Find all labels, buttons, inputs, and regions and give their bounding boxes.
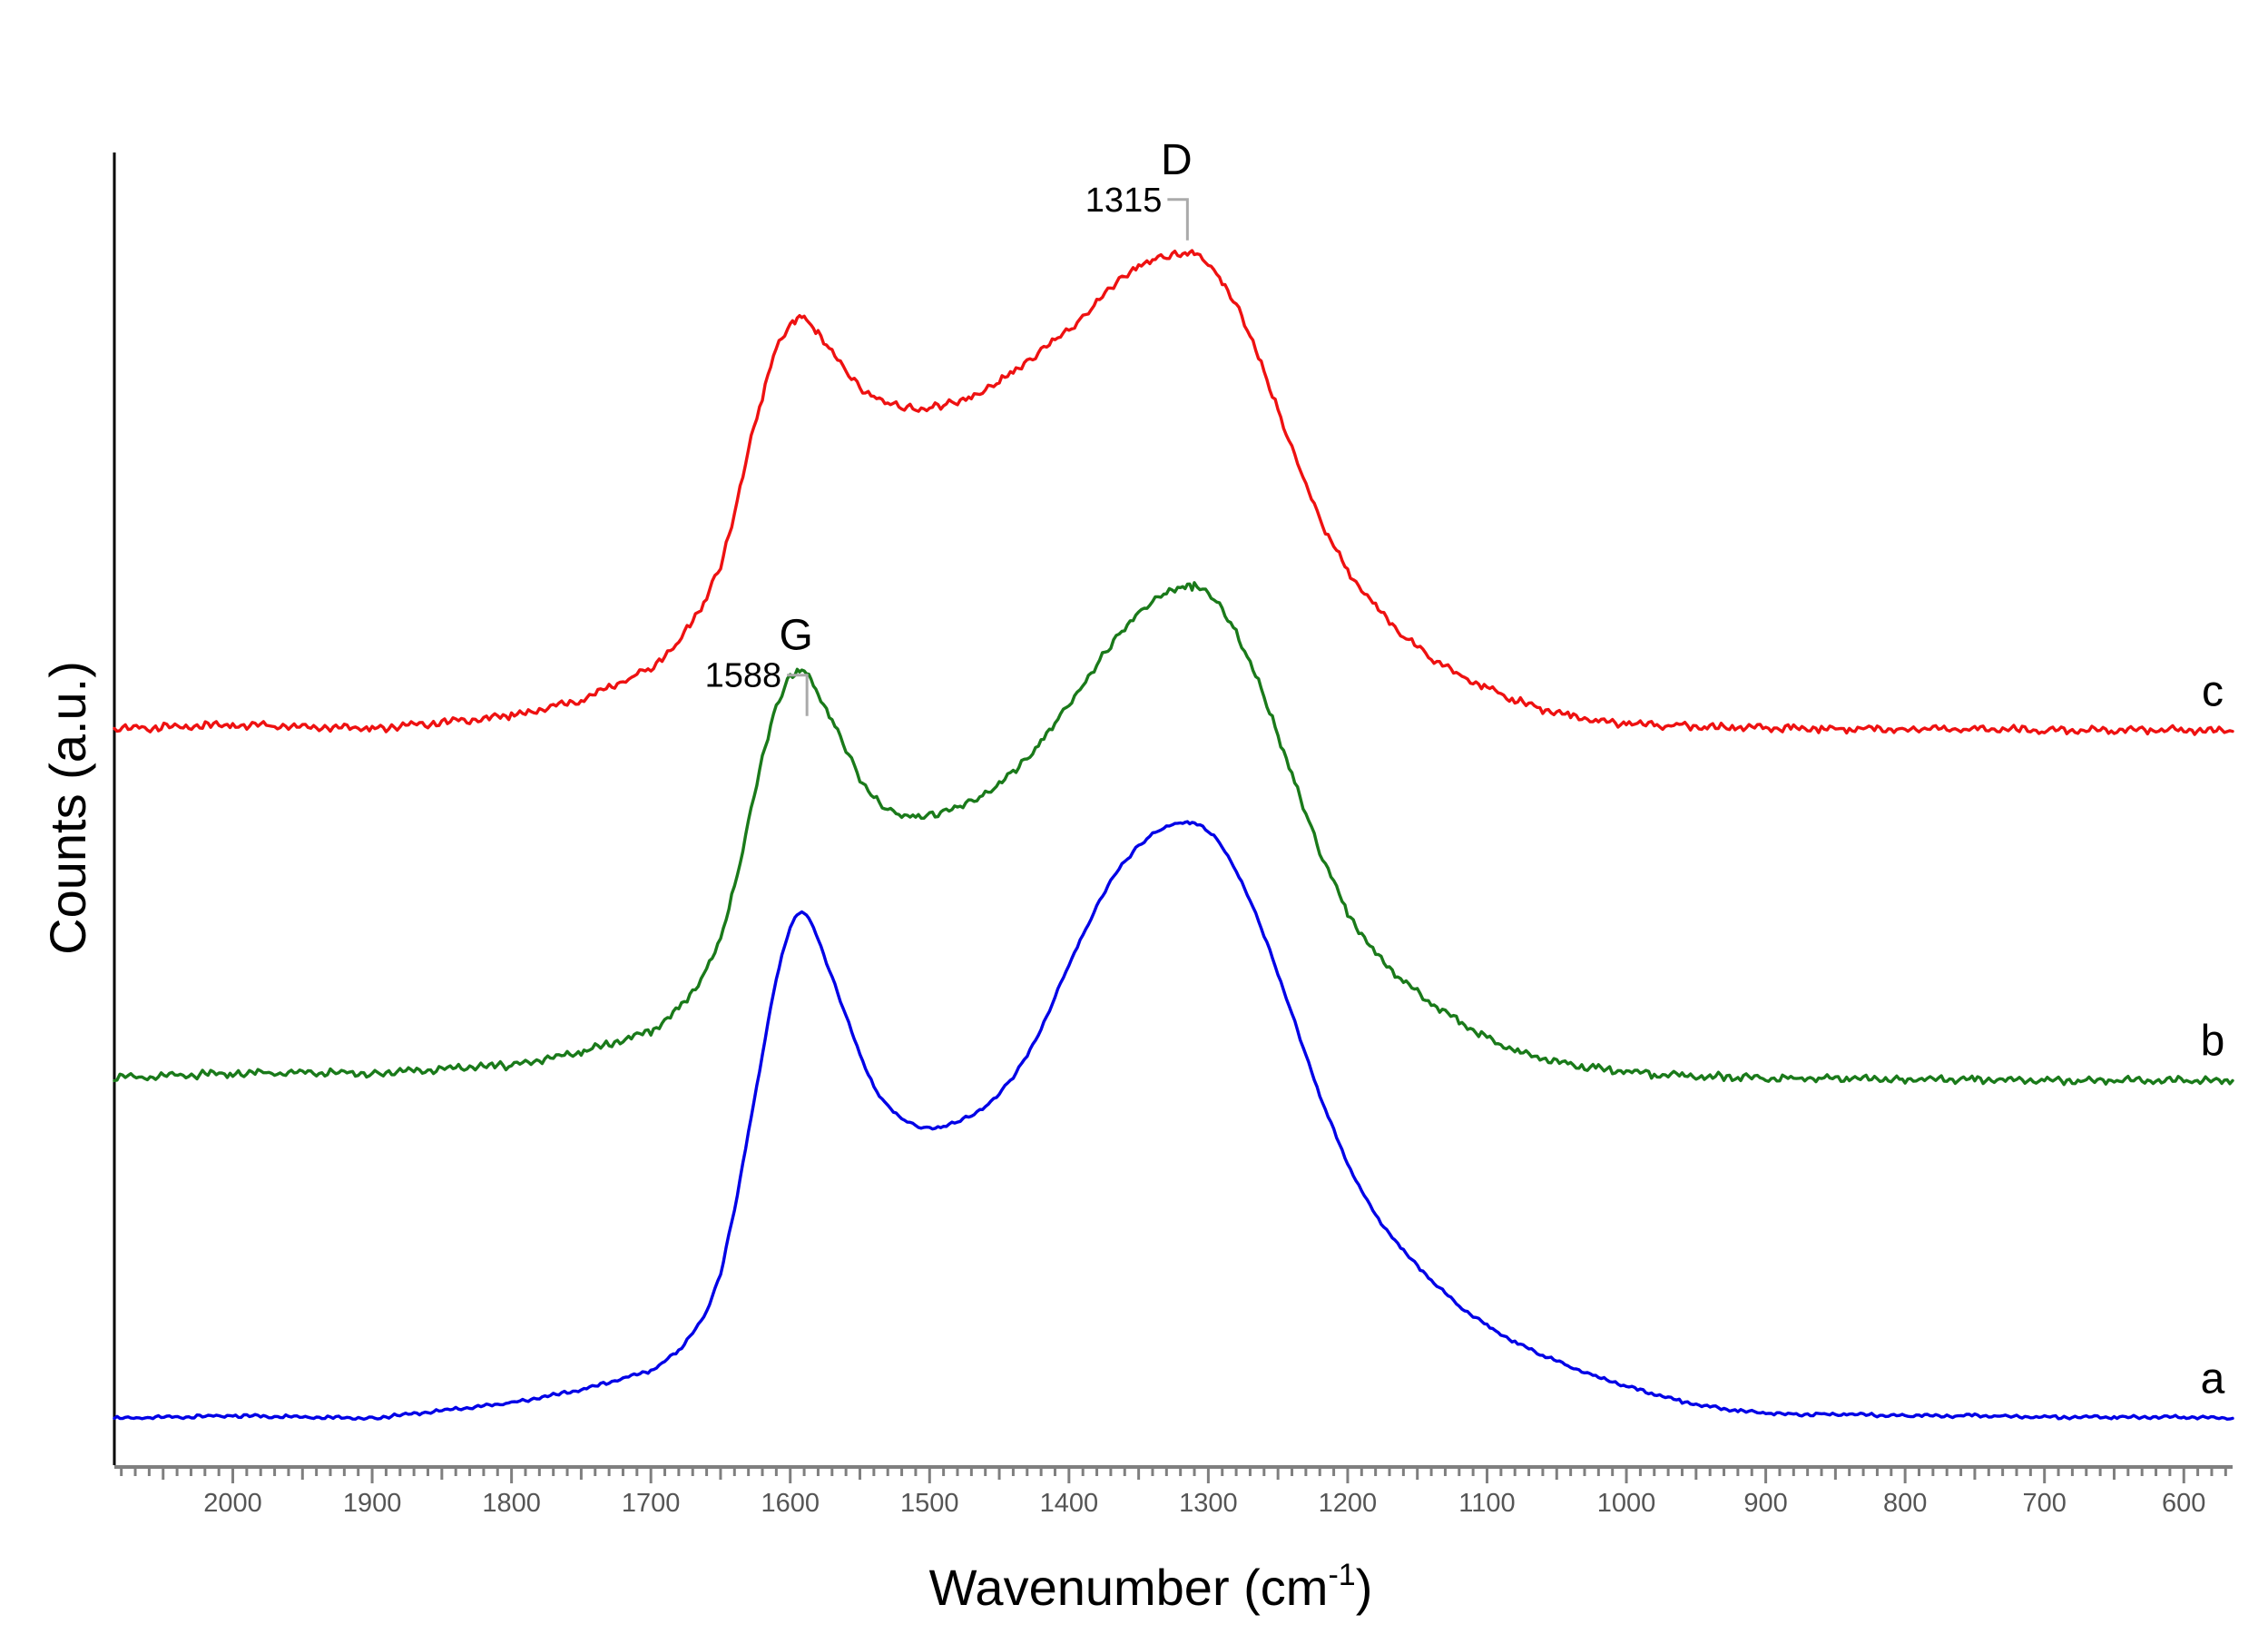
x-tick-label: 800 bbox=[1883, 1489, 1927, 1518]
y-axis-title: Counts (a.u.) bbox=[39, 661, 96, 955]
series-line-b bbox=[113, 581, 2234, 1087]
x-tick-label: 700 bbox=[2023, 1489, 2067, 1518]
x-tick-label: 1100 bbox=[1458, 1489, 1515, 1518]
x-tick-label: 600 bbox=[2162, 1489, 2205, 1518]
x-tick-label: 1400 bbox=[1040, 1489, 1099, 1518]
peak-value-label: 1588 bbox=[705, 657, 782, 695]
x-tick-label: 2000 bbox=[203, 1489, 262, 1518]
x-axis-title-main: Wavenumber (cm bbox=[929, 1559, 1329, 1616]
spectra-series bbox=[113, 249, 2234, 1422]
x-axis-ticks bbox=[120, 1467, 2227, 1483]
peak-letter-label: D bbox=[1161, 136, 1193, 184]
x-tick-label: 1900 bbox=[343, 1489, 402, 1518]
x-tick-label: 900 bbox=[1743, 1489, 1787, 1518]
peak-marker-bracket bbox=[787, 674, 809, 716]
x-axis-title-close: ) bbox=[1356, 1559, 1373, 1616]
series-label-b: b bbox=[2201, 1017, 2225, 1065]
x-tick-label: 1500 bbox=[900, 1489, 959, 1518]
series-labels: a b c bbox=[2201, 668, 2225, 1403]
x-axis-tick-labels: 2000 1900 1800 1700 1600 1500 1400 1300 1200 1100… bbox=[203, 1489, 2205, 1518]
series-line-c bbox=[113, 249, 2234, 736]
peak-letter-label: G bbox=[779, 612, 812, 660]
peak-value-label: 1315 bbox=[1085, 182, 1163, 220]
series-label-a: a bbox=[2201, 1354, 2225, 1403]
x-axis-title-superscript: -1 bbox=[1328, 1558, 1355, 1592]
x-axis-title: Wavenumber (cm-1) bbox=[929, 1558, 1373, 1616]
x-tick-label: 1000 bbox=[1597, 1489, 1656, 1518]
x-tick-label: 1800 bbox=[482, 1489, 541, 1518]
x-tick-label: 1600 bbox=[761, 1489, 820, 1518]
x-tick-label: 1700 bbox=[622, 1489, 681, 1518]
x-axis: 2000 1900 1800 1700 1600 1500 1400 1300 1200 1100… bbox=[114, 1465, 2233, 1518]
series-label-c: c bbox=[2202, 668, 2224, 716]
series-line-a bbox=[113, 820, 2234, 1422]
x-tick-label: 1200 bbox=[1319, 1489, 1378, 1518]
x-tick-label: 1300 bbox=[1179, 1489, 1238, 1518]
peak-marker-bracket bbox=[1167, 198, 1189, 241]
